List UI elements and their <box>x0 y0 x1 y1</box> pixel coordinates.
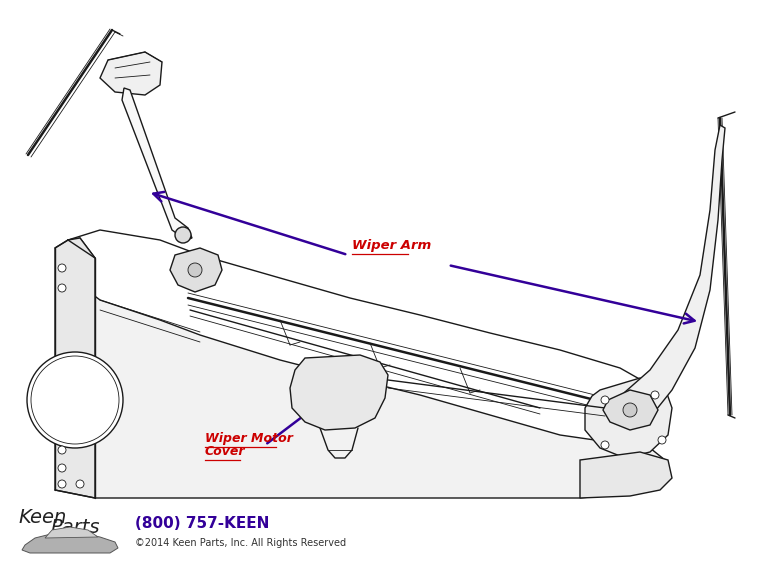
Polygon shape <box>615 125 725 422</box>
Circle shape <box>58 446 66 454</box>
Text: Cover: Cover <box>205 445 246 458</box>
Text: (800) 757-KEEN: (800) 757-KEEN <box>135 516 270 532</box>
Polygon shape <box>55 238 95 498</box>
Circle shape <box>658 436 666 444</box>
Polygon shape <box>585 378 672 458</box>
Polygon shape <box>68 238 665 498</box>
Text: ©2014 Keen Parts, Inc. All Rights Reserved: ©2014 Keen Parts, Inc. All Rights Reserv… <box>135 538 346 548</box>
Text: Parts: Parts <box>50 518 99 537</box>
Text: Wiper Arm: Wiper Arm <box>352 239 431 252</box>
Polygon shape <box>45 527 98 538</box>
Polygon shape <box>170 248 222 292</box>
Circle shape <box>76 480 84 488</box>
Polygon shape <box>580 452 672 498</box>
Circle shape <box>651 391 659 399</box>
Polygon shape <box>290 355 388 430</box>
Circle shape <box>58 480 66 488</box>
Polygon shape <box>122 88 192 240</box>
Circle shape <box>58 464 66 472</box>
Text: Wiper Motor: Wiper Motor <box>205 432 293 445</box>
Circle shape <box>27 352 123 448</box>
Circle shape <box>58 264 66 272</box>
Circle shape <box>175 227 191 243</box>
Circle shape <box>623 403 637 417</box>
Polygon shape <box>603 390 658 430</box>
Polygon shape <box>100 52 162 95</box>
Text: Keen: Keen <box>18 508 66 527</box>
Circle shape <box>188 263 202 277</box>
Polygon shape <box>22 533 118 553</box>
Circle shape <box>31 356 119 444</box>
Circle shape <box>58 284 66 292</box>
Circle shape <box>601 441 609 449</box>
Circle shape <box>601 396 609 404</box>
